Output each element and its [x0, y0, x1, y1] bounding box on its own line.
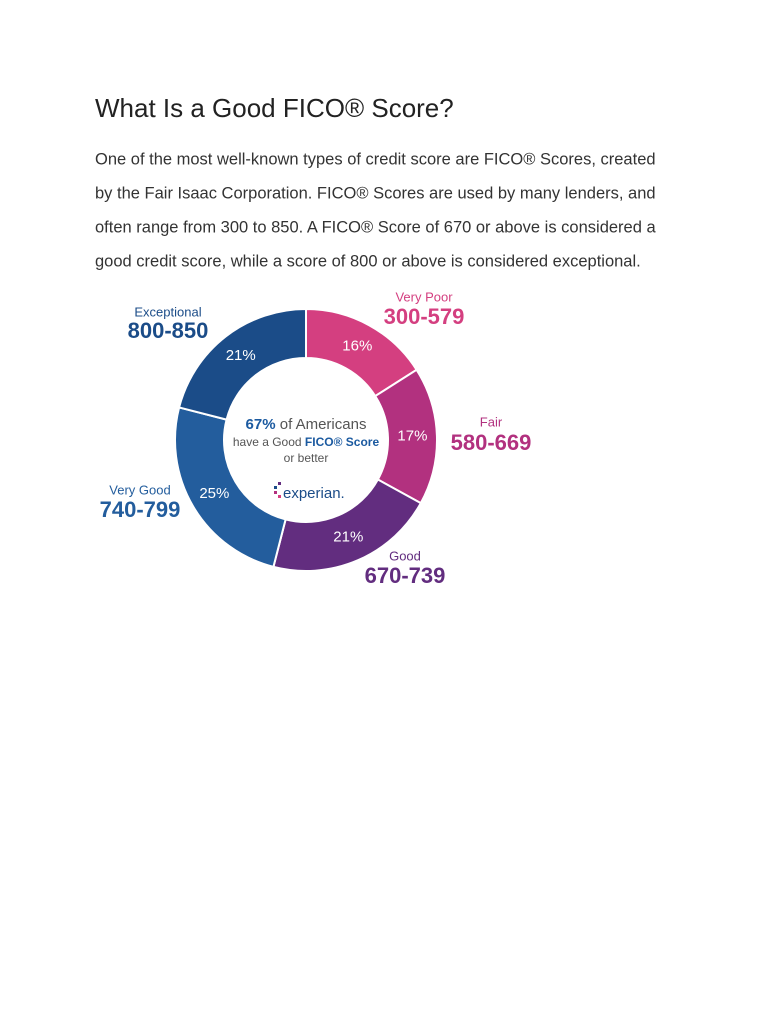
value-label: 17% — [397, 428, 427, 445]
center-line: or better — [284, 451, 329, 465]
title: What Is a Good FICO® Score? — [95, 93, 454, 123]
category-label: Good — [389, 548, 421, 563]
value-label: 21% — [333, 529, 363, 546]
brand-logo — [274, 482, 281, 498]
category-label: Very Poor — [395, 289, 453, 304]
value-label: 16% — [342, 338, 372, 355]
range-label: 670-739 — [365, 563, 446, 588]
paragraph-line: by the Fair Isaac Corporation. FICO® Sco… — [95, 184, 656, 202]
range-label: 580-669 — [451, 430, 532, 455]
range-label: 740-799 — [100, 497, 181, 522]
category-label: Fair — [480, 414, 503, 429]
value-label: 25% — [199, 485, 229, 502]
center-line: have a Good — [233, 435, 302, 449]
paragraph-line: One of the most well-known types of cred… — [95, 150, 656, 168]
brand: experian. — [283, 485, 345, 502]
range-label: 800-850 — [128, 318, 209, 343]
paragraph-line: good credit score, while a score of 800 … — [95, 252, 641, 270]
center-text: have a Good FICO® Score — [233, 435, 380, 449]
value-label: 21% — [226, 347, 256, 364]
category-label: Exceptional — [134, 304, 201, 319]
category-label: Very Good — [109, 482, 170, 497]
center-text: 67% of Americans — [246, 416, 367, 433]
donut-segment — [177, 307, 307, 421]
center-line: of Americans — [280, 416, 367, 433]
center-highlight: 67% — [246, 416, 276, 433]
center-line: FICO® Score — [305, 435, 380, 449]
range-label: 300-579 — [384, 304, 465, 329]
paragraph-line: often range from 300 to 850. A FICO® Sco… — [95, 218, 656, 236]
